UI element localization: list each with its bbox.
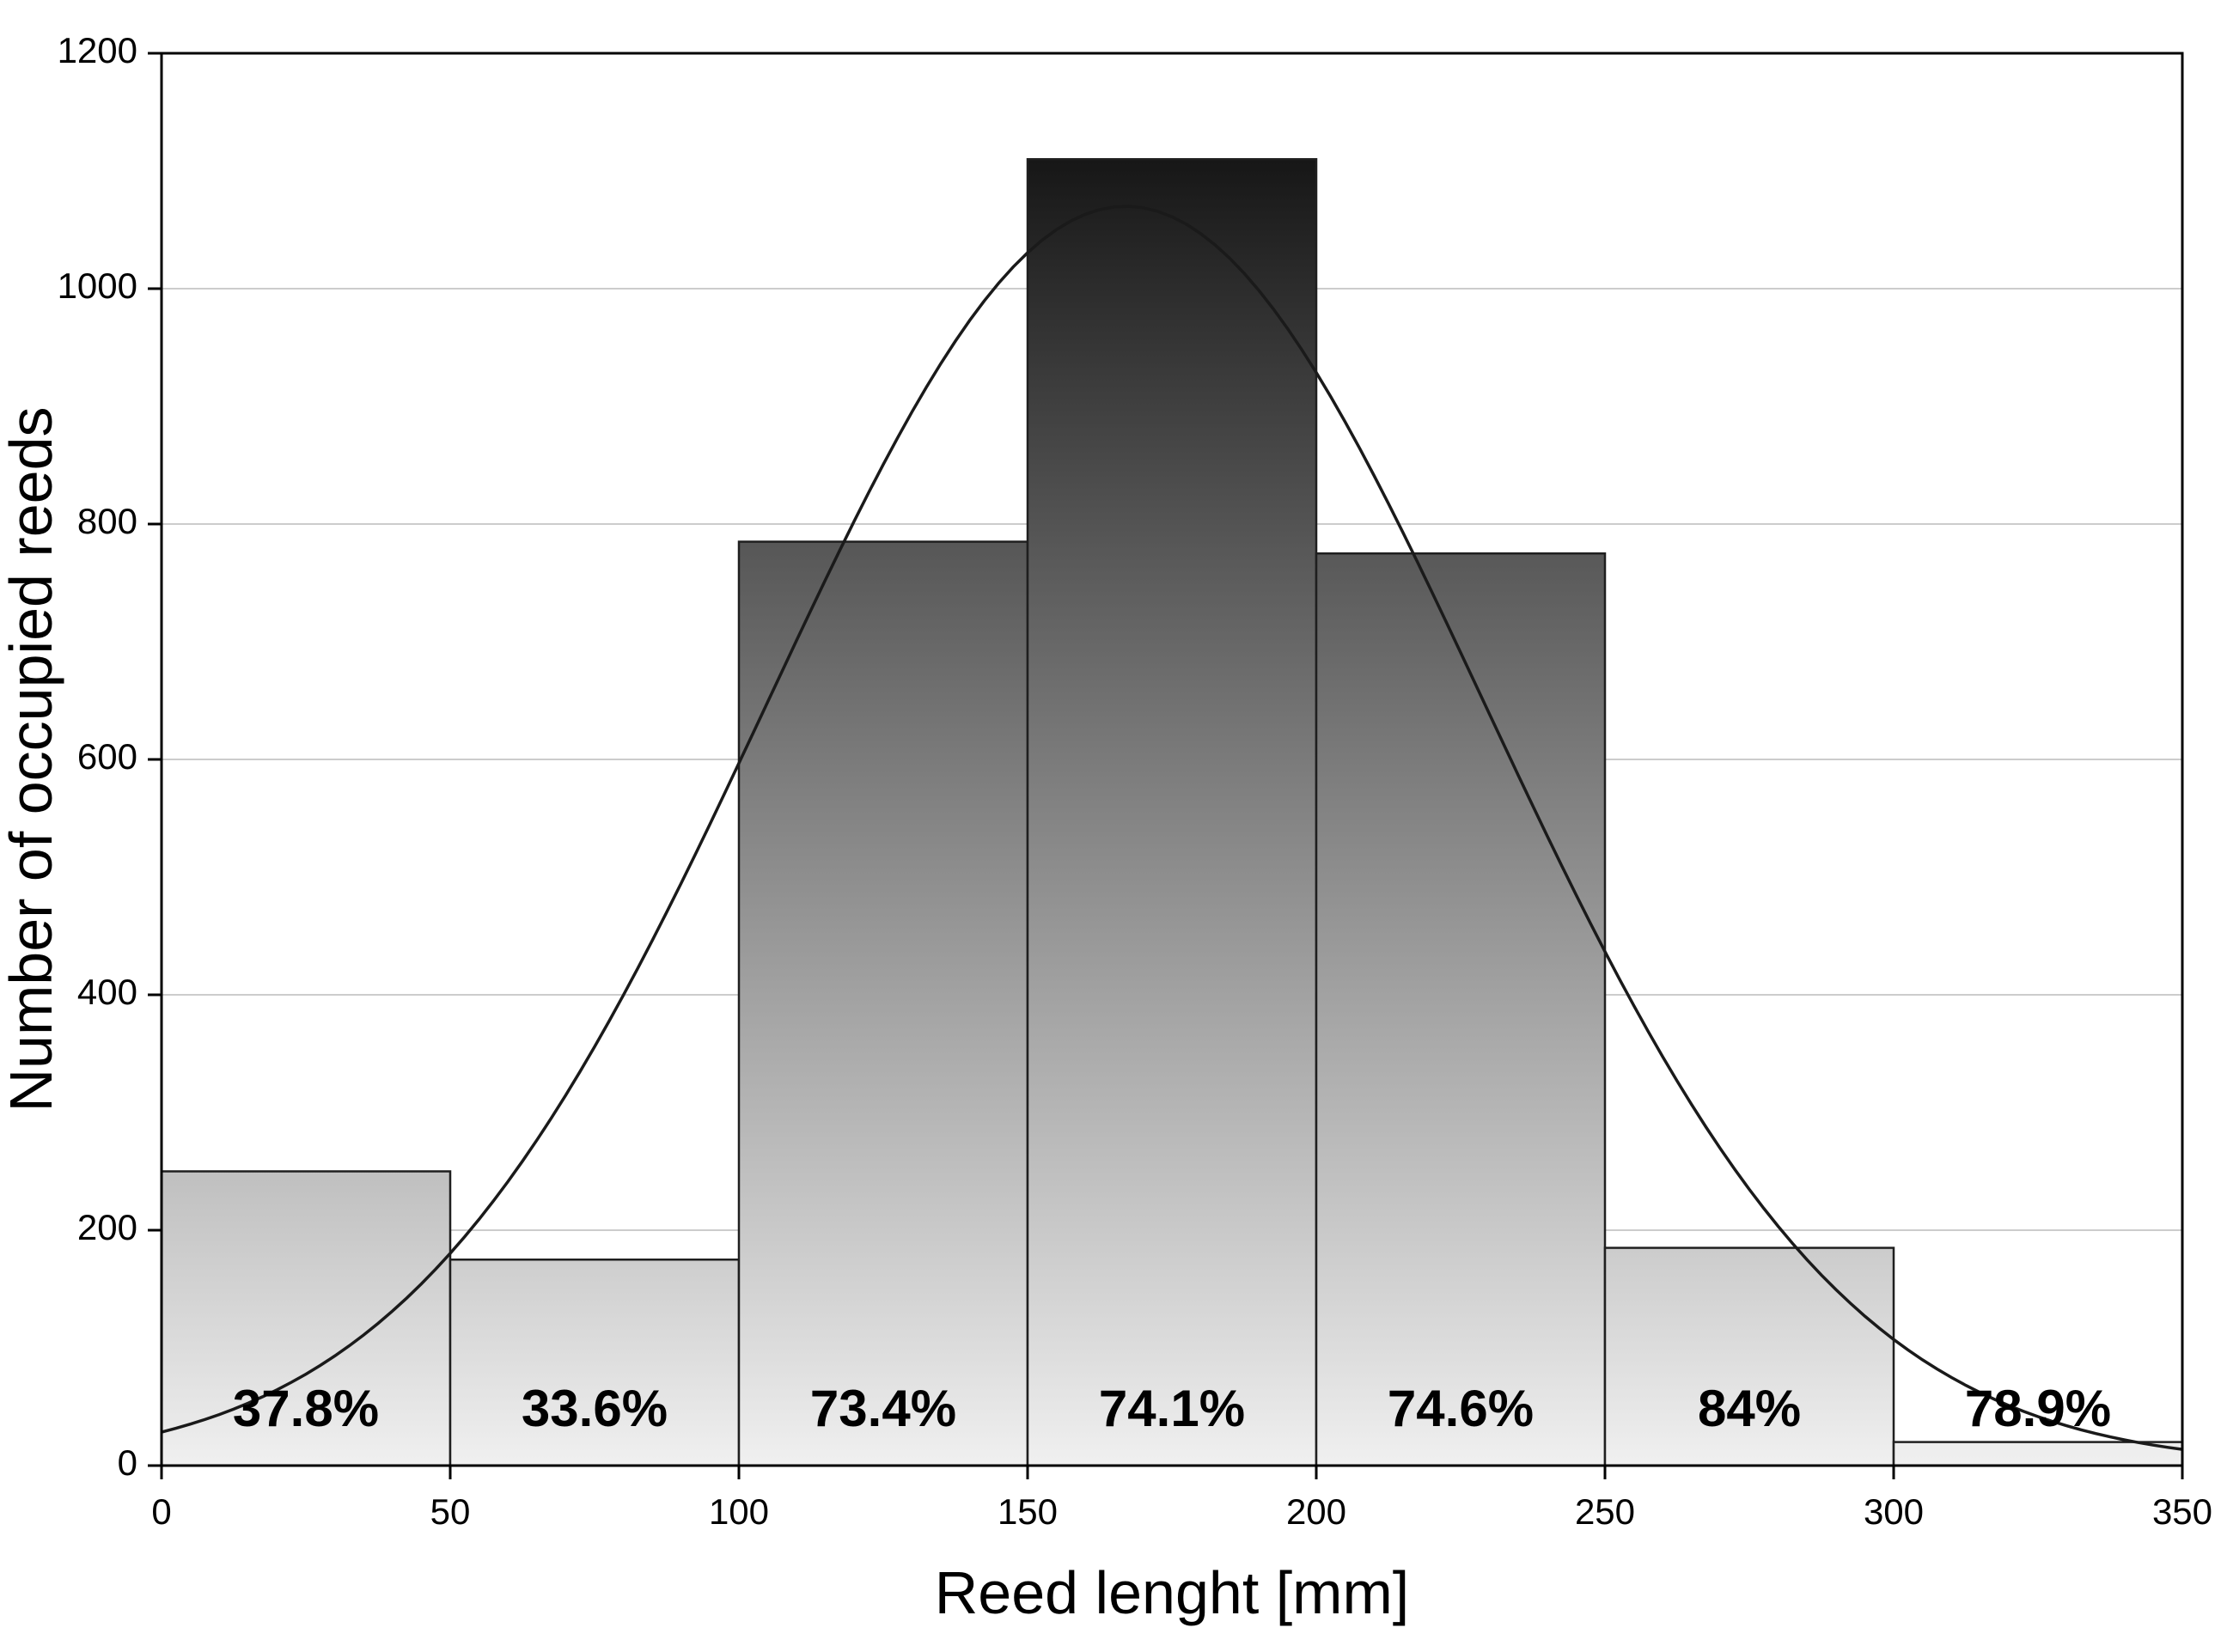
y-tick-label-600: 600 <box>77 736 137 777</box>
x-tick-label-350: 350 <box>2152 1491 2212 1532</box>
y-tick-label-400: 400 <box>77 972 137 1012</box>
histogram-bar-2 <box>737 540 1029 1467</box>
bar-label-6: 78.9% <box>1965 1380 2111 1437</box>
x-tick-label-100: 100 <box>709 1491 769 1532</box>
bar-labels: 37.8% 33.6% 73.4% 74.1% 74.6% 84% 78.9% <box>233 1380 2111 1437</box>
bar-label-1: 33.6% <box>522 1380 668 1437</box>
bar-label-2: 73.4% <box>810 1380 956 1437</box>
x-tick-label-150: 150 <box>998 1491 1058 1532</box>
y-tick-label-1200: 1200 <box>58 30 137 70</box>
bar-label-0: 37.8% <box>233 1380 379 1437</box>
axes: 0 50 100 150 200 250 300 350 0 200 400 600 800 1000 12… <box>58 30 2212 1532</box>
y-tick-label-800: 800 <box>77 501 137 541</box>
histogram-bar-3 <box>1026 158 1318 1467</box>
x-axis-title: Reed lenght [mm] <box>935 1559 1409 1626</box>
bar-label-3: 74.1% <box>1099 1380 1245 1437</box>
y-axis-title: Number of occupied reeds <box>0 407 64 1113</box>
histogram-bar-5 <box>1603 1247 1895 1467</box>
x-tick-label-300: 300 <box>1864 1491 1924 1532</box>
x-tick-label-50: 50 <box>430 1491 471 1532</box>
fit-curve <box>162 204 2182 1451</box>
x-tick-label-0: 0 <box>151 1491 171 1532</box>
y-tick-label-0: 0 <box>118 1442 137 1483</box>
histogram-bar-6 <box>1892 1441 2184 1467</box>
histogram-bar-4 <box>1315 552 1607 1467</box>
bar-label-4: 74.6% <box>1388 1380 1534 1437</box>
y-tick-label-1000: 1000 <box>58 265 137 306</box>
fit-curve-layer <box>162 204 2182 1451</box>
y-tick-label-200: 200 <box>77 1207 137 1247</box>
x-tick-label-200: 200 <box>1286 1491 1346 1532</box>
bar-label-5: 84% <box>1698 1380 1801 1437</box>
histogram-bars <box>160 158 2184 1467</box>
x-tick-label-250: 250 <box>1575 1491 1635 1532</box>
